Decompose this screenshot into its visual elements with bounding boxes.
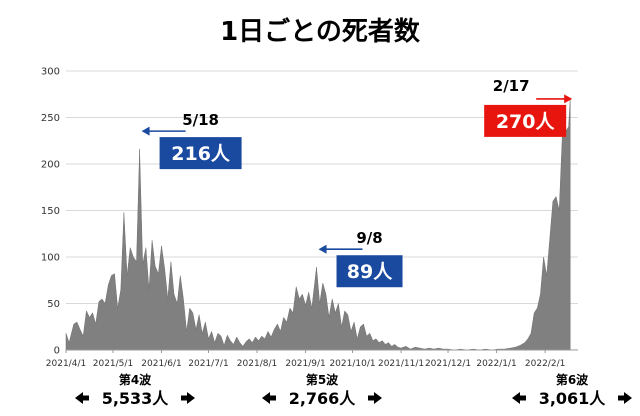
wave-total: 2,766人 (289, 389, 357, 408)
y-tick-label: 0 (54, 346, 60, 357)
wave-name: 第4波 (119, 372, 152, 387)
y-tick-label: 50 (47, 299, 60, 310)
x-tick-label: 2021/12/1 (425, 359, 471, 369)
left-arrow-icon (75, 392, 89, 404)
y-tick-label: 100 (41, 253, 60, 264)
x-tick-label: 2021/10/1 (329, 359, 375, 369)
annotation-box (159, 137, 242, 170)
y-tick-label: 200 (41, 160, 60, 171)
y-tick-label: 250 (41, 113, 60, 124)
wave-summary: 第6波 3,061人 (512, 372, 632, 408)
x-tick-label: 2021/6/1 (141, 359, 181, 369)
x-tick-label: 2021/11/1 (378, 359, 424, 369)
annotation: 2/17 270人 (484, 77, 573, 137)
left-arrow-icon (512, 392, 526, 404)
x-tick-label: 2022/1/1 (476, 359, 516, 369)
annotation: 9/8 89人 (318, 229, 403, 288)
wave-name: 第6波 (556, 372, 589, 387)
annotation-date: 2/17 (493, 77, 530, 95)
annotation-arrowhead (141, 126, 150, 136)
wave-name: 第5波 (306, 372, 339, 387)
chart-title: 1日ごとの死者数 (220, 16, 421, 47)
wave-summary: 第4波 5,533人 (75, 372, 195, 408)
y-tick-label: 150 (41, 206, 60, 217)
annotation-date: 5/18 (182, 111, 219, 129)
wave-summary: 第5波 2,766人 (262, 372, 382, 408)
annotation-value: 270人 (496, 111, 556, 133)
x-tick-label: 2021/8/1 (237, 359, 277, 369)
annotation-value: 89人 (347, 261, 393, 283)
right-arrow-icon (618, 392, 632, 404)
y-axis: 0 50 100 150 200 250 300 (41, 67, 60, 357)
annotation-arrowhead (564, 94, 573, 104)
annotations: 5/18 216人 9/8 89人 2/17 270人 (141, 77, 573, 288)
right-arrow-icon (368, 392, 382, 404)
x-tick-label: 2021/4/1 (46, 359, 86, 369)
x-tick-label: 2021/5/1 (93, 359, 133, 369)
annotation-box (336, 255, 403, 288)
annotation-date: 9/8 (356, 229, 382, 247)
annotation-arrowhead (318, 244, 327, 254)
right-arrow-icon (181, 392, 195, 404)
annotation-value: 216人 (171, 143, 231, 165)
wave-total: 5,533人 (102, 389, 170, 408)
x-tick-label: 2022/2/1 (525, 359, 565, 369)
wave-total: 3,061人 (539, 389, 607, 408)
x-tick-label: 2021/7/1 (188, 359, 228, 369)
y-tick-label: 300 (41, 67, 60, 78)
annotation-box (484, 104, 567, 137)
x-tick-label: 2021/9/1 (285, 359, 325, 369)
x-axis: 2021/4/1 2021/5/1 2021/6/1 2021/7/1 2021/8/1… (46, 350, 565, 369)
annotation: 5/18 216人 (141, 111, 242, 170)
left-arrow-icon (262, 392, 276, 404)
wave-summaries: 第4波 5,533人 第5波 2,766人 第6波 3,061人 (75, 372, 632, 408)
